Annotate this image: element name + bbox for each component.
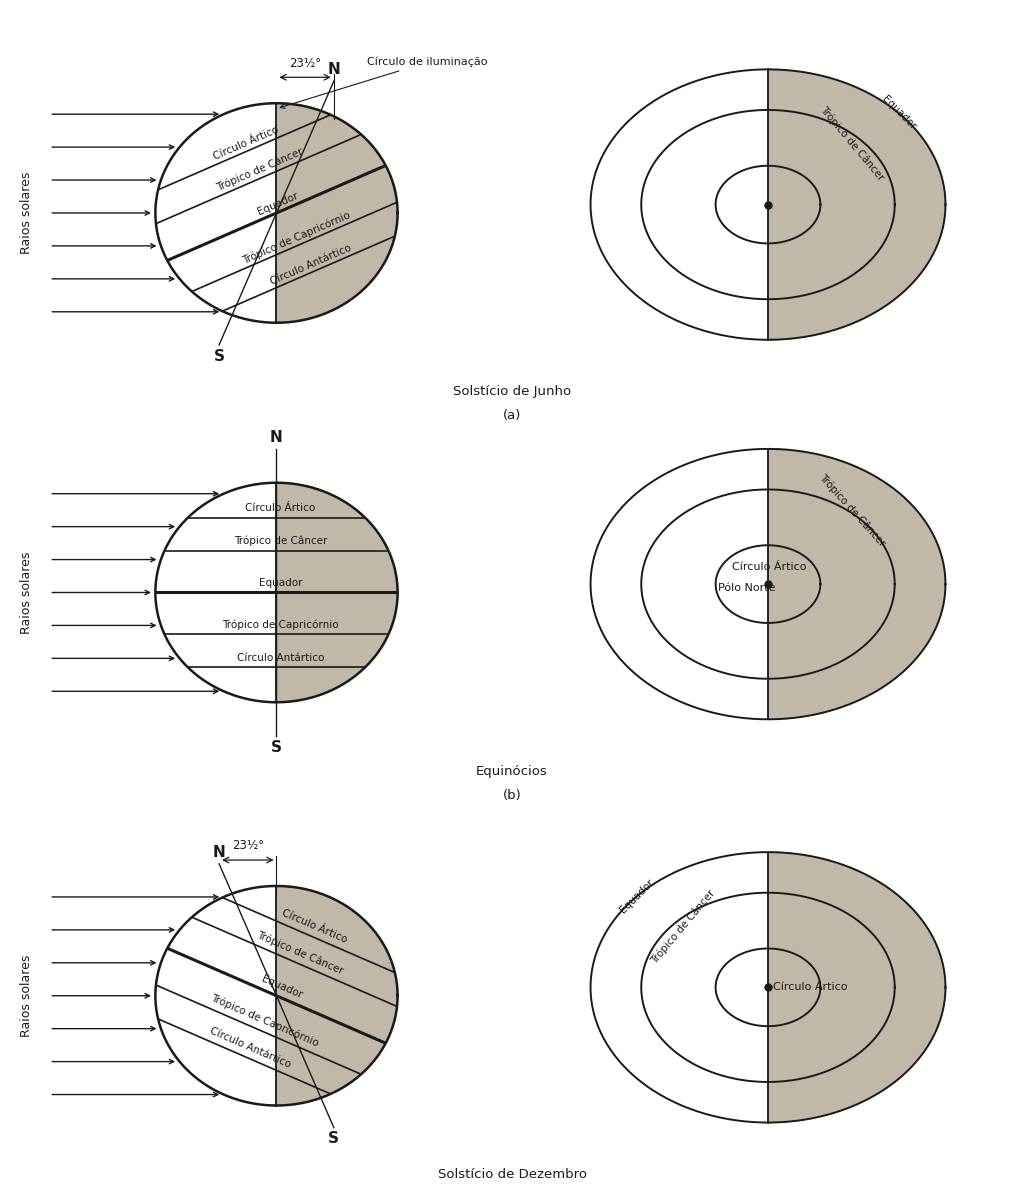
Polygon shape [156, 103, 397, 323]
Polygon shape [641, 490, 895, 678]
Polygon shape [768, 110, 895, 299]
Text: (b): (b) [503, 789, 521, 802]
Polygon shape [156, 483, 397, 702]
Text: Círculo Antártico: Círculo Antártico [237, 652, 324, 663]
Text: Equador: Equador [256, 191, 300, 217]
Text: Equador: Equador [880, 95, 918, 132]
Polygon shape [641, 893, 895, 1082]
Polygon shape [768, 166, 820, 243]
Text: Trópico de Câncer: Trópico de Câncer [817, 472, 888, 548]
Text: Círculo Ártico: Círculo Ártico [212, 125, 281, 161]
Text: Equinócios: Equinócios [476, 765, 548, 778]
Text: Equador: Equador [258, 578, 302, 588]
Text: Equador: Equador [260, 974, 304, 1000]
Polygon shape [276, 886, 397, 1105]
Text: (a): (a) [503, 409, 521, 422]
Text: 23½°: 23½° [289, 57, 322, 70]
Text: N: N [328, 63, 340, 77]
Polygon shape [768, 449, 945, 719]
Text: Trópico de Câncer: Trópico de Câncer [255, 929, 345, 976]
Text: Círculo Antártico: Círculo Antártico [208, 1025, 292, 1070]
Text: Círculo Ártico: Círculo Ártico [773, 982, 848, 993]
Text: Pólo Norte: Pólo Norte [718, 584, 775, 593]
Text: 23½°: 23½° [231, 840, 264, 853]
Polygon shape [591, 449, 945, 719]
Polygon shape [276, 483, 397, 702]
Polygon shape [768, 852, 945, 1122]
Text: Trópico de Câncer: Trópico de Câncer [215, 146, 305, 193]
Polygon shape [768, 949, 820, 1026]
Text: Trópico de Capricórnio: Trópico de Capricórnio [222, 619, 339, 630]
Text: Círculo Ártico: Círculo Ártico [732, 562, 807, 572]
Polygon shape [276, 103, 397, 323]
Polygon shape [716, 166, 820, 243]
Polygon shape [641, 110, 895, 299]
Text: Raios solares: Raios solares [20, 955, 33, 1037]
Polygon shape [716, 546, 820, 623]
Polygon shape [716, 949, 820, 1026]
Text: Círculo de iluminação: Círculo de iluminação [281, 57, 487, 108]
Text: S: S [329, 1131, 339, 1147]
Text: Círculo Ártico: Círculo Ártico [281, 907, 348, 944]
Text: Trópico de Câncer: Trópico de Câncer [233, 536, 327, 547]
Polygon shape [156, 886, 397, 1105]
Text: N: N [270, 429, 283, 445]
Text: Círculo Ártico: Círculo Ártico [245, 503, 315, 514]
Text: Trópico de Capricórnio: Trópico de Capricórnio [209, 993, 319, 1048]
Text: Solstício de Junho: Solstício de Junho [453, 385, 571, 398]
Polygon shape [591, 70, 945, 339]
Text: S: S [214, 349, 224, 364]
Polygon shape [768, 69, 945, 339]
Text: Trópico de Câncer: Trópico de Câncer [649, 887, 718, 965]
Polygon shape [591, 853, 945, 1122]
Text: Raios solares: Raios solares [20, 551, 33, 633]
Text: Trópico de Capricórnio: Trópico de Capricórnio [241, 210, 351, 266]
Text: Equador: Equador [618, 878, 656, 914]
Text: Círculo Antártico: Círculo Antártico [268, 242, 352, 287]
Text: Raios solares: Raios solares [20, 172, 33, 254]
Text: Trópico de Câncer: Trópico de Câncer [818, 104, 887, 183]
Polygon shape [768, 893, 895, 1082]
Polygon shape [768, 490, 895, 678]
Text: Solstício de Dezembro: Solstício de Dezembro [437, 1168, 587, 1181]
Text: N: N [213, 846, 225, 860]
Polygon shape [768, 546, 820, 623]
Text: S: S [271, 740, 282, 755]
